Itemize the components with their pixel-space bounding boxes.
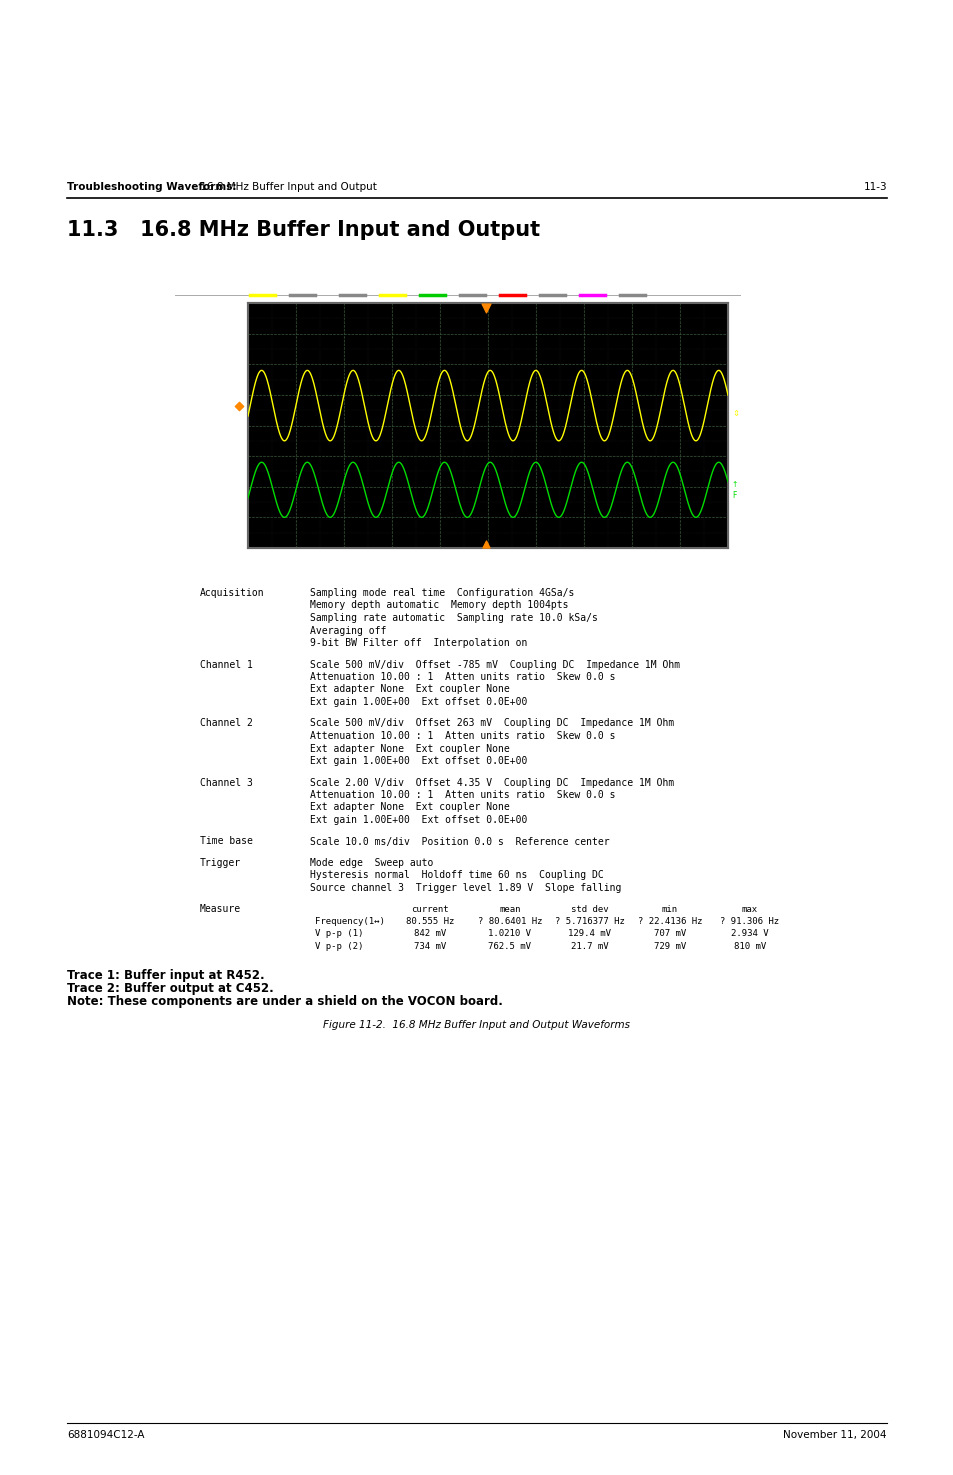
- Text: Frequency(1↔): Frequency(1↔): [314, 917, 384, 926]
- Text: Ext adapter None  Ext coupler None: Ext adapter None Ext coupler None: [310, 802, 509, 813]
- Text: Channel 3: Channel 3: [200, 777, 253, 788]
- Text: Figure 11-2.  16.8 MHz Buffer Input and Output Waveforms: Figure 11-2. 16.8 MHz Buffer Input and O…: [323, 1021, 630, 1030]
- Text: Time base: Time base: [200, 836, 253, 847]
- Text: Attenuation 10.00 : 1  Atten units ratio  Skew 0.0 s: Attenuation 10.00 : 1 Atten units ratio …: [310, 791, 615, 799]
- Text: Hysteresis normal  Holdoff time 60 ns  Coupling DC: Hysteresis normal Holdoff time 60 ns Cou…: [310, 870, 603, 881]
- Text: ↑
F: ↑ F: [731, 479, 738, 500]
- Text: Sampling mode real time  Configuration 4GSa/s: Sampling mode real time Configuration 4G…: [310, 589, 574, 597]
- Text: 2.934 V: 2.934 V: [730, 929, 768, 938]
- Text: ? 91.306 Hz: ? 91.306 Hz: [720, 917, 779, 926]
- Text: Ext gain 1.00E+00  Ext offset 0.0E+00: Ext gain 1.00E+00 Ext offset 0.0E+00: [310, 816, 527, 825]
- Text: 729 mV: 729 mV: [653, 943, 685, 951]
- Text: 21.7 mV: 21.7 mV: [571, 943, 608, 951]
- Point: [232, 394, 247, 417]
- Text: 80.555 Hz: 80.555 Hz: [405, 917, 454, 926]
- Text: Channel 1: Channel 1: [200, 659, 253, 670]
- Text: Scale 10.0 ms/div  Position 0.0 s  Reference center: Scale 10.0 ms/div Position 0.0 s Referen…: [310, 836, 609, 847]
- Text: ⇕: ⇕: [731, 409, 738, 417]
- Text: Ext adapter None  Ext coupler None: Ext adapter None Ext coupler None: [310, 743, 509, 754]
- Text: Memory depth automatic  Memory depth 1004pts: Memory depth automatic Memory depth 1004…: [310, 600, 568, 611]
- Text: max: max: [741, 904, 758, 913]
- Text: 734 mV: 734 mV: [414, 943, 446, 951]
- Text: Trace 2: Buffer output at C452.: Trace 2: Buffer output at C452.: [67, 982, 274, 996]
- Text: Ext gain 1.00E+00  Ext offset 0.0E+00: Ext gain 1.00E+00 Ext offset 0.0E+00: [310, 757, 527, 766]
- Bar: [248, 302, 727, 549]
- Text: 11-3: 11-3: [862, 181, 886, 192]
- Text: Scale 500 mV/div  Offset -785 mV  Coupling DC  Impedance 1M Ohm: Scale 500 mV/div Offset -785 mV Coupling…: [310, 659, 679, 670]
- Text: 129.4 mV: 129.4 mV: [568, 929, 611, 938]
- Text: 810 mV: 810 mV: [733, 943, 765, 951]
- Text: Note: These components are under a shield on the VOCON board.: Note: These components are under a shiel…: [67, 996, 502, 1009]
- Text: Troubleshooting Waveforms:: Troubleshooting Waveforms:: [67, 181, 236, 192]
- Text: Scale 2.00 V/div  Offset 4.35 V  Coupling DC  Impedance 1M Ohm: Scale 2.00 V/div Offset 4.35 V Coupling …: [310, 777, 674, 788]
- Text: ? 5.716377 Hz: ? 5.716377 Hz: [555, 917, 624, 926]
- Text: November 11, 2004: November 11, 2004: [782, 1429, 886, 1440]
- Text: mean: mean: [498, 904, 520, 913]
- Text: Mode edge  Sweep auto: Mode edge Sweep auto: [310, 858, 433, 867]
- Text: ? 80.6401 Hz: ? 80.6401 Hz: [477, 917, 541, 926]
- Text: std dev: std dev: [571, 904, 608, 913]
- Text: Acquisition: Acquisition: [200, 589, 264, 597]
- Text: 762.5 mV: 762.5 mV: [488, 943, 531, 951]
- Text: 707 mV: 707 mV: [653, 929, 685, 938]
- Text: Channel 2: Channel 2: [200, 718, 253, 729]
- Point: [477, 296, 493, 320]
- Text: 842 mV: 842 mV: [414, 929, 446, 938]
- Text: 9-bit BW Filter off  Interpolation on: 9-bit BW Filter off Interpolation on: [310, 639, 527, 648]
- Text: Attenuation 10.00 : 1  Atten units ratio  Skew 0.0 s: Attenuation 10.00 : 1 Atten units ratio …: [310, 673, 615, 681]
- Text: Averaging off: Averaging off: [310, 625, 386, 636]
- Text: V p-p (2): V p-p (2): [314, 943, 363, 951]
- Text: 1.0210 V: 1.0210 V: [488, 929, 531, 938]
- Text: 11.3   16.8 MHz Buffer Input and Output: 11.3 16.8 MHz Buffer Input and Output: [67, 220, 539, 240]
- Text: Attenuation 10.00 : 1  Atten units ratio  Skew 0.0 s: Attenuation 10.00 : 1 Atten units ratio …: [310, 732, 615, 740]
- Text: Ext adapter None  Ext coupler None: Ext adapter None Ext coupler None: [310, 684, 509, 695]
- Text: Trigger: Trigger: [200, 858, 241, 867]
- Text: Ext gain 1.00E+00  Ext offset 0.0E+00: Ext gain 1.00E+00 Ext offset 0.0E+00: [310, 698, 527, 707]
- Text: Source channel 3  Trigger level 1.89 V  Slope falling: Source channel 3 Trigger level 1.89 V Sl…: [310, 884, 620, 892]
- Text: 6881094C12-A: 6881094C12-A: [67, 1429, 144, 1440]
- Text: V p-p (1): V p-p (1): [314, 929, 363, 938]
- Text: ? 22.4136 Hz: ? 22.4136 Hz: [638, 917, 701, 926]
- Text: Measure: Measure: [200, 904, 241, 914]
- Text: current: current: [411, 904, 448, 913]
- Text: Trace 1: Buffer input at R452.: Trace 1: Buffer input at R452.: [67, 969, 264, 981]
- Text: 16.8 MHz Buffer Input and Output: 16.8 MHz Buffer Input and Output: [196, 181, 376, 192]
- Point: [477, 532, 493, 556]
- Text: min: min: [661, 904, 678, 913]
- Text: Sampling rate automatic  Sampling rate 10.0 kSa/s: Sampling rate automatic Sampling rate 10…: [310, 614, 598, 622]
- Text: Scale 500 mV/div  Offset 263 mV  Coupling DC  Impedance 1M Ohm: Scale 500 mV/div Offset 263 mV Coupling …: [310, 718, 674, 729]
